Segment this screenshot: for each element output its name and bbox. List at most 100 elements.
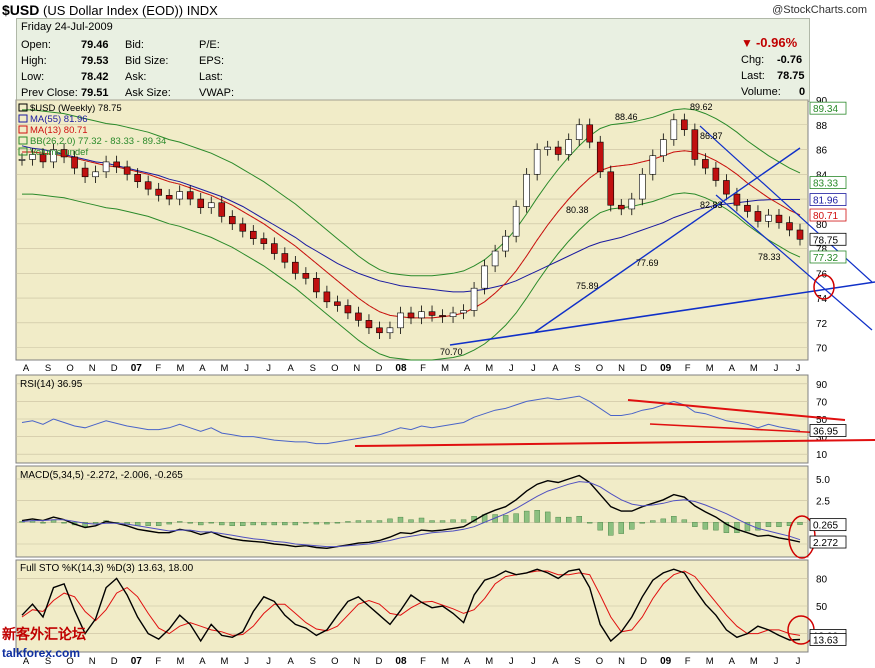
- x-axis-tick-bottom: O: [596, 656, 603, 667]
- low-label: Low:: [21, 71, 45, 83]
- price-legend-swatch: [18, 103, 28, 112]
- bid-size-label: Bid Size:: [125, 55, 169, 67]
- rsi-tick-label: 50: [816, 415, 828, 426]
- candle-body: [681, 119, 688, 131]
- candle-body: [313, 277, 320, 293]
- rsi-tick-label: 70: [816, 397, 828, 408]
- x-axis-tick: N: [89, 363, 96, 374]
- candle-body: [165, 195, 173, 200]
- price-annotation: 70.70: [440, 347, 463, 357]
- candle-body: [481, 265, 488, 289]
- x-axis-tick-bottom: N: [89, 656, 96, 667]
- macd-histogram-bar: [40, 522, 46, 524]
- price-tick-label: 88: [816, 121, 828, 132]
- chg-label: Chg:: [741, 54, 765, 66]
- high-label: High:: [21, 55, 47, 67]
- candle-body: [407, 312, 415, 319]
- macd-histogram-bar: [408, 519, 414, 523]
- candle-body: [744, 204, 751, 212]
- chart-title: $USD (US Dollar Index (EOD)) INDX: [2, 2, 218, 18]
- macd-histogram-bar: [502, 515, 509, 523]
- x-axis-tick-bottom: S: [45, 656, 51, 667]
- macd-histogram-bar: [439, 520, 446, 523]
- price-tick-label: 80: [816, 220, 828, 231]
- x-axis-tick-bottom: N: [353, 656, 360, 667]
- price-tick-label: 86: [816, 146, 828, 157]
- bb-lower-line: [22, 192, 801, 361]
- candle-body: [386, 327, 394, 334]
- macd-histogram-bar: [229, 522, 235, 526]
- x-axis-tick: J: [774, 363, 779, 374]
- candle-body: [355, 312, 362, 321]
- ask-label: Ask:: [125, 71, 147, 83]
- open-value: 79.46: [81, 39, 109, 51]
- candle-body: [775, 214, 783, 223]
- price-annotation: 78.33: [758, 252, 781, 262]
- ask-size-label: Ask Size:: [125, 87, 171, 99]
- candle-body: [691, 129, 699, 160]
- macd-histogram-bar: [755, 522, 761, 531]
- candle-body: [596, 141, 604, 173]
- x-axis-tick: A: [552, 363, 559, 374]
- quote-panel: Friday 24-Jul-2009 Open: 79.46 High: 79.…: [16, 18, 810, 102]
- candle-body: [186, 191, 194, 200]
- x-axis-tick: J: [266, 363, 271, 374]
- candle-body: [418, 311, 425, 319]
- candle-body: [670, 119, 678, 140]
- x-axis-tick: M: [176, 363, 184, 374]
- high-value: 79.53: [81, 55, 109, 67]
- candle-body: [155, 188, 162, 196]
- macd-tick-label: 2.5: [816, 497, 830, 508]
- candle-body: [502, 235, 509, 252]
- x-axis-tick: O: [596, 363, 603, 374]
- macd-histogram-bar: [145, 522, 151, 526]
- macd-line: [21, 474, 801, 550]
- macd-histogram-bar: [797, 522, 803, 525]
- rsi-tick-label: 10: [816, 450, 828, 461]
- candle-body: [754, 211, 762, 222]
- trendline-support: [449, 281, 875, 346]
- x-axis-tick: M: [485, 363, 493, 374]
- macd-histogram-bar: [219, 522, 225, 526]
- candle-body: [39, 154, 47, 163]
- macd-histogram-bar: [303, 522, 309, 524]
- price-annotation: 88.46: [615, 112, 638, 122]
- price-tick-label: 70: [816, 344, 828, 355]
- candle-body: [723, 180, 730, 195]
- macd-histogram-bar: [734, 522, 740, 533]
- macd-histogram-bar: [366, 520, 372, 523]
- x-axis-tick: 08: [395, 363, 407, 374]
- macd-histogram-bar: [765, 522, 772, 527]
- macd-right-label: 0.265: [813, 521, 838, 532]
- price-tick-label: 74: [816, 294, 828, 305]
- x-axis-tick: J: [531, 363, 536, 374]
- macd-histogram-bar: [387, 518, 393, 523]
- macd-histogram-bar: [450, 519, 456, 523]
- x-axis-tick-bottom: M: [706, 656, 714, 667]
- candle-body: [71, 156, 78, 169]
- symbol: $USD: [2, 2, 40, 18]
- price-right-label: 78.75: [813, 235, 838, 246]
- candle-body: [491, 250, 499, 267]
- candle-body: [796, 229, 804, 240]
- price-right-box: [809, 101, 847, 115]
- price-legend-entry: Volume undef: [30, 147, 88, 158]
- macd-histogram-bar: [198, 522, 204, 526]
- candle-body: [260, 238, 268, 244]
- x-axis-tick-bottom: A: [288, 656, 295, 667]
- x-axis-tick-bottom: O: [331, 656, 338, 667]
- price-right-box: [809, 232, 847, 246]
- sto-k-line: [21, 568, 801, 643]
- candle-body: [249, 230, 257, 239]
- x-axis-tick-bottom: A: [464, 656, 471, 667]
- candle-body: [397, 312, 404, 329]
- price-annotation: 86.87: [700, 131, 723, 141]
- trendline-channel-lower: [715, 194, 873, 331]
- price-tick-label: 90: [816, 96, 828, 107]
- sto-right-box: [809, 633, 847, 646]
- macd-histogram-bar: [776, 522, 782, 527]
- x-axis-tick: N: [353, 363, 360, 374]
- price-legend-entry: MA(55) 81.96: [30, 114, 88, 125]
- macd-histogram-bar: [608, 522, 614, 536]
- candle-body: [575, 124, 583, 140]
